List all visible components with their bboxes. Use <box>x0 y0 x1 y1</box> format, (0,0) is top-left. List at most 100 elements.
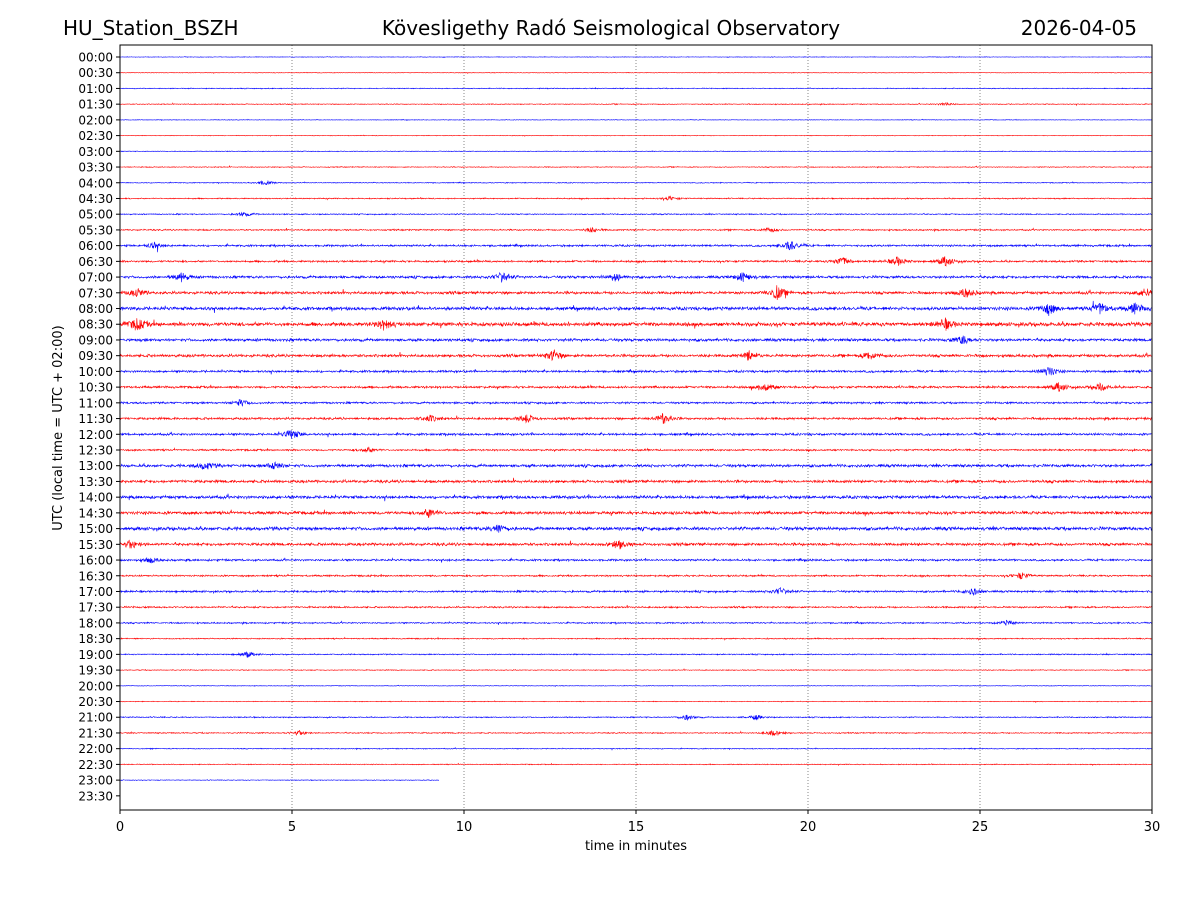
y-tick-label: 14:30 <box>78 506 113 520</box>
trace-2200 <box>119 747 1153 751</box>
trace-2300 <box>119 779 440 782</box>
y-tick-label: 18:00 <box>78 616 113 630</box>
trace-1300 <box>119 461 1153 470</box>
station-label: HU_Station_BSZH <box>63 16 239 40</box>
trace-0100 <box>119 86 1152 90</box>
y-tick-label: 23:00 <box>78 774 113 788</box>
trace-1530 <box>119 539 1153 550</box>
y-tick-label: 03:00 <box>78 145 113 159</box>
y-tick-label: 23:30 <box>78 789 113 803</box>
trace-1630 <box>119 572 1153 580</box>
chart-title: Kövesligethy Radó Seismological Observat… <box>382 16 840 40</box>
trace-0700 <box>119 272 1152 283</box>
y-tick-label: 13:00 <box>78 459 113 473</box>
trace-1430 <box>119 508 1153 519</box>
y-tick-label: 22:30 <box>78 758 113 772</box>
y-tick-label: 15:30 <box>78 538 113 552</box>
trace-0830 <box>119 317 1153 331</box>
y-tick-label: 10:30 <box>78 381 113 395</box>
y-tick-label: 22:00 <box>78 742 113 756</box>
y-tick-label: 02:30 <box>78 129 113 143</box>
trace-0730 <box>119 285 1153 301</box>
trace-0930 <box>119 348 1153 362</box>
trace-0430 <box>119 195 1153 202</box>
trace-1100 <box>119 399 1153 407</box>
trace-1000 <box>119 367 1153 376</box>
y-tick-label: 16:00 <box>78 554 113 568</box>
y-tick-label: 14:00 <box>78 491 113 505</box>
y-tick-label: 17:30 <box>78 601 113 615</box>
x-tick-label: 25 <box>972 820 989 835</box>
trace-1230 <box>119 446 1153 453</box>
x-tick-labels: 0 5 10 15 20 25 30 <box>116 810 1160 835</box>
trace-0200 <box>119 118 1152 121</box>
y-tick-label: 06:00 <box>78 239 113 253</box>
x-tick-label: 30 <box>1144 820 1161 835</box>
trace-0900 <box>119 335 1153 345</box>
trace-0000 <box>120 55 1153 59</box>
trace-0400 <box>119 179 1152 185</box>
y-tick-label: 04:30 <box>78 192 113 206</box>
trace-0800 <box>119 300 1153 317</box>
y-tick-label: 12:30 <box>78 444 113 458</box>
trace-1900 <box>119 651 1153 658</box>
trace-2230 <box>119 762 1153 767</box>
y-tick-label: 10:00 <box>78 365 113 379</box>
x-tick-label: 10 <box>456 820 473 835</box>
y-tick-label: 19:00 <box>78 648 113 662</box>
trace-1130 <box>119 413 1153 425</box>
trace-2130 <box>119 729 1153 737</box>
trace-1800 <box>119 619 1153 626</box>
y-tick-label: 06:30 <box>78 255 113 269</box>
y-tick-label: 01:00 <box>78 82 113 96</box>
trace-0500 <box>119 211 1153 218</box>
trace-0030 <box>119 71 1153 74</box>
y-tick-label: 03:30 <box>78 161 113 175</box>
trace-0630 <box>119 256 1153 267</box>
trace-1400 <box>119 493 1153 502</box>
y-tick-label: 20:30 <box>78 695 113 709</box>
y-tick-label: 09:30 <box>78 349 113 363</box>
date-label: 2026-04-05 <box>1021 16 1137 40</box>
y-tick-label: 16:30 <box>78 569 113 583</box>
trace-0530 <box>119 226 1153 233</box>
y-tick-label: 12:00 <box>78 428 113 442</box>
trace-1030 <box>119 382 1153 393</box>
trace-0300 <box>119 150 1153 153</box>
trace-2030 <box>119 700 1153 703</box>
y-tick-label: 11:30 <box>78 412 113 426</box>
y-tick-label: 18:30 <box>78 632 113 646</box>
trace-0130 <box>120 101 1153 107</box>
trace-1930 <box>119 668 1153 672</box>
x-tick-label: 15 <box>628 820 645 835</box>
x-tick-label: 5 <box>288 820 296 835</box>
trace-1500 <box>119 524 1153 533</box>
traces <box>119 55 1153 782</box>
trace-2000 <box>119 684 1153 688</box>
trace-0600 <box>119 241 1153 253</box>
trace-1200 <box>119 430 1153 439</box>
y-tick-label: 04:00 <box>78 176 113 190</box>
y-tick-label: 07:30 <box>78 286 113 300</box>
y-tick-label: 07:00 <box>78 271 113 285</box>
trace-1730 <box>119 604 1153 610</box>
y-axis-label: UTC (local time = UTC + 02:00) <box>51 325 66 530</box>
y-tick-label: 02:00 <box>78 113 113 127</box>
y-tick-label: 15:00 <box>78 522 113 536</box>
trace-0330 <box>119 164 1152 170</box>
y-tick-label: 05:30 <box>78 223 113 237</box>
trace-1330 <box>119 477 1153 485</box>
y-tick-label: 08:30 <box>78 318 113 332</box>
y-tick-label: 05:00 <box>78 208 113 222</box>
trace-2100 <box>119 714 1153 721</box>
x-axis-label: time in minutes <box>585 839 687 854</box>
trace-1700 <box>119 586 1153 596</box>
y-tick-label: 21:00 <box>78 711 113 725</box>
y-tick-label: 13:30 <box>78 475 113 489</box>
x-tick-label: 20 <box>800 820 817 835</box>
y-tick-label: 17:00 <box>78 585 113 599</box>
trace-1600 <box>119 556 1153 564</box>
